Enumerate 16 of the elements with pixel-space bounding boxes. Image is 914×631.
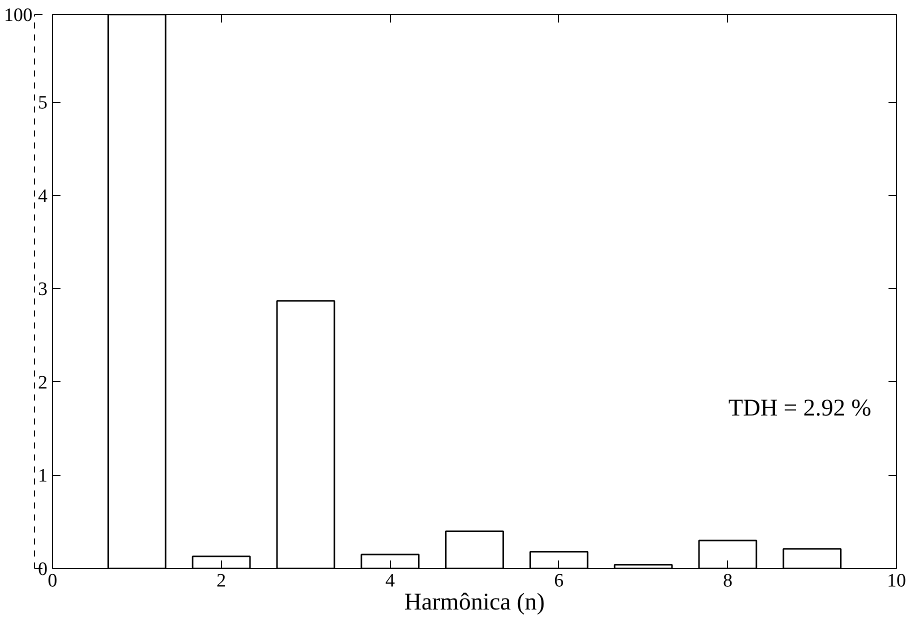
y-tick-label: 3: [38, 279, 48, 300]
annotation: TDH = 2.92 %: [728, 396, 872, 422]
y-tick-label: 1: [38, 466, 48, 487]
y2-tick-label: 100: [4, 5, 32, 26]
y-tick-label: 5: [38, 92, 48, 114]
x-tick-label: 10: [887, 570, 906, 592]
bar: [782, 548, 842, 568]
y-tick-label: 4: [38, 186, 48, 207]
bar: [445, 530, 504, 568]
bar: [276, 300, 336, 568]
x-tick-label: 4: [385, 570, 396, 592]
y-tick-label: 2: [38, 372, 48, 394]
x-tick-label: 8: [722, 570, 732, 592]
x-axis-title: Harmônica (n): [404, 590, 545, 616]
x-tick-label: 2: [216, 570, 226, 592]
x-tick-label: 6: [554, 570, 564, 592]
